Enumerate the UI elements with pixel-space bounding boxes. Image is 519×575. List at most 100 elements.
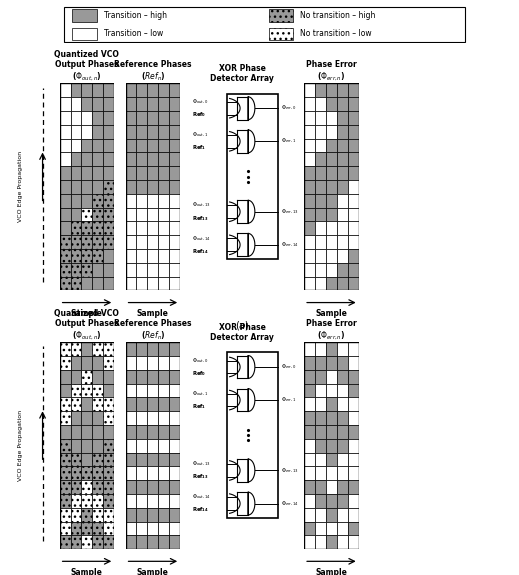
- Bar: [71, 480, 81, 494]
- Bar: [326, 235, 337, 249]
- Bar: [158, 411, 169, 425]
- Bar: [315, 535, 326, 549]
- Bar: [304, 139, 315, 152]
- Bar: [326, 111, 337, 125]
- Bar: [126, 277, 136, 290]
- Text: Transition – low: Transition – low: [104, 29, 163, 39]
- Bar: [60, 397, 71, 411]
- Bar: [304, 235, 315, 249]
- Bar: [71, 370, 81, 384]
- Bar: [158, 342, 169, 356]
- Bar: [147, 494, 158, 508]
- Text: $\Phi_{out,0}$: $\Phi_{out,0}$: [192, 356, 208, 365]
- Bar: [147, 249, 158, 263]
- Bar: [136, 535, 147, 549]
- Bar: [92, 152, 103, 166]
- Text: $\Phi_{err,1}$: $\Phi_{err,1}$: [281, 396, 296, 404]
- Text: $\mathbf{Ref_1}$: $\mathbf{Ref_1}$: [192, 402, 206, 411]
- Text: $\Phi_{out,14}$: $\Phi_{out,14}$: [192, 493, 210, 501]
- Bar: [71, 166, 81, 180]
- Bar: [126, 466, 136, 480]
- Bar: [326, 221, 337, 235]
- Bar: [136, 397, 147, 411]
- Bar: [326, 425, 337, 439]
- Bar: [81, 480, 92, 494]
- Bar: [60, 439, 71, 453]
- Bar: [71, 125, 81, 139]
- Bar: [304, 221, 315, 235]
- Bar: [348, 221, 359, 235]
- Bar: [315, 180, 326, 194]
- Bar: [158, 263, 169, 277]
- Text: Sample: Sample: [137, 568, 169, 575]
- Bar: [103, 356, 114, 370]
- Bar: [158, 522, 169, 535]
- Bar: [81, 466, 92, 480]
- Bar: [71, 425, 81, 439]
- Bar: [136, 166, 147, 180]
- Bar: [92, 411, 103, 425]
- Bar: [326, 194, 337, 208]
- Text: $\Phi_{err,13}$: $\Phi_{err,13}$: [281, 466, 298, 474]
- Bar: [126, 235, 136, 249]
- Bar: [126, 125, 136, 139]
- Bar: [103, 384, 114, 397]
- Bar: [169, 152, 180, 166]
- Bar: [60, 180, 71, 194]
- Bar: [269, 9, 293, 22]
- Bar: [304, 480, 315, 494]
- Bar: [126, 522, 136, 535]
- Bar: [304, 97, 315, 111]
- Bar: [158, 439, 169, 453]
- Bar: [126, 453, 136, 466]
- Bar: [60, 208, 71, 221]
- Bar: [126, 356, 136, 370]
- Bar: [315, 221, 326, 235]
- Bar: [169, 208, 180, 221]
- Bar: [92, 342, 103, 356]
- Bar: [103, 152, 114, 166]
- Bar: [158, 494, 169, 508]
- Bar: [81, 139, 92, 152]
- Bar: [315, 277, 326, 290]
- Bar: [169, 508, 180, 522]
- Bar: [92, 494, 103, 508]
- Bar: [92, 439, 103, 453]
- Bar: [81, 356, 92, 370]
- Bar: [158, 384, 169, 397]
- Bar: [92, 83, 103, 97]
- Bar: [60, 466, 71, 480]
- Bar: [337, 83, 348, 97]
- Bar: [326, 411, 337, 425]
- Bar: [326, 139, 337, 152]
- Bar: [337, 453, 348, 466]
- Bar: [304, 356, 315, 370]
- Bar: [136, 466, 147, 480]
- Bar: [92, 97, 103, 111]
- Bar: [92, 125, 103, 139]
- Bar: [304, 466, 315, 480]
- Bar: [71, 111, 81, 125]
- Bar: [315, 139, 326, 152]
- Bar: [158, 356, 169, 370]
- Bar: [348, 208, 359, 221]
- Bar: [147, 508, 158, 522]
- Bar: [92, 208, 103, 221]
- Bar: [126, 139, 136, 152]
- Bar: [103, 111, 114, 125]
- Bar: [326, 453, 337, 466]
- Bar: [71, 194, 81, 208]
- Bar: [147, 384, 158, 397]
- Bar: [147, 235, 158, 249]
- Bar: [315, 249, 326, 263]
- Bar: [71, 249, 81, 263]
- Bar: [103, 425, 114, 439]
- Bar: [71, 356, 81, 370]
- Bar: [136, 439, 147, 453]
- Bar: [71, 494, 81, 508]
- Bar: [337, 439, 348, 453]
- Bar: [304, 277, 315, 290]
- Bar: [147, 370, 158, 384]
- Bar: [60, 83, 71, 97]
- Bar: [348, 139, 359, 152]
